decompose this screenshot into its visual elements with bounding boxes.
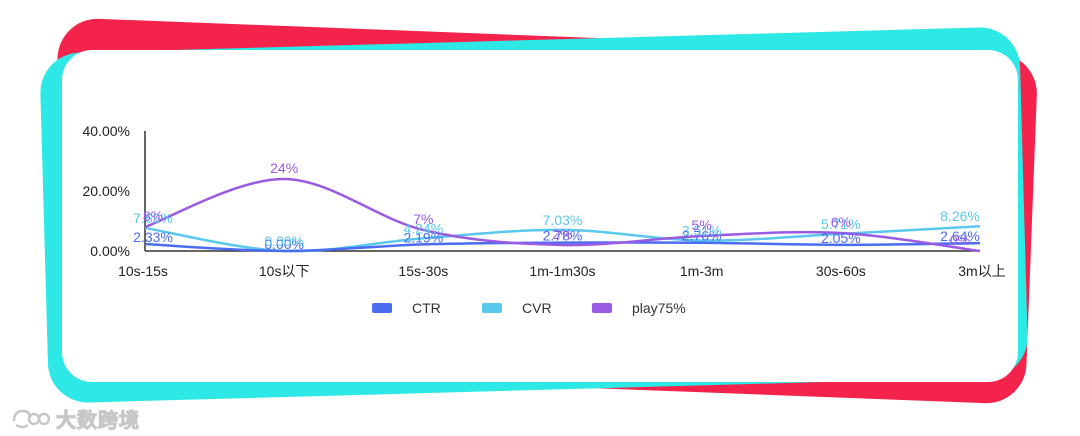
data-label-ctr: 2.05% bbox=[821, 230, 861, 246]
data-label-ctr: 2.19% bbox=[403, 229, 443, 245]
data-label-ctr: 2.76% bbox=[682, 228, 722, 244]
data-label-ctr: 2.33% bbox=[133, 229, 173, 245]
series-line-ctr bbox=[144, 241, 981, 253]
data-label-play75: 5% bbox=[692, 217, 712, 233]
legend-label-cvr: CVR bbox=[522, 300, 552, 316]
legend-swatch-ctr bbox=[372, 303, 392, 313]
data-label-play75: 7% bbox=[413, 211, 433, 227]
data-label-ctr: 2.64% bbox=[940, 228, 980, 244]
data-label-play75: 2% bbox=[552, 226, 572, 242]
data-label-ctr: 0.00% bbox=[264, 236, 304, 252]
data-label-play75: 24% bbox=[270, 160, 298, 176]
y-tick-label: 40.00% bbox=[83, 123, 130, 139]
y-tick-label: 0.00% bbox=[90, 243, 130, 259]
data-label-ctr: 2.78% bbox=[543, 228, 583, 244]
chart-data-labels: 2.33% 0.00% 2.19% 2.78% 2.76% 2.05% 2.64% 7.69%… bbox=[133, 160, 980, 252]
x-tick-label: 1m-3m bbox=[680, 263, 724, 279]
chart-legend: CTR CVR play75% bbox=[372, 300, 686, 316]
data-label-play75: 0% bbox=[950, 232, 970, 248]
data-label-cvr: 8.26% bbox=[940, 208, 980, 224]
watermark-logo-icon bbox=[12, 409, 50, 428]
legend-swatch-cvr bbox=[482, 303, 502, 313]
x-tick-label: 15s-30s bbox=[398, 263, 448, 279]
x-tick-label: 30s-60s bbox=[816, 263, 866, 279]
watermark: 大数跨境 bbox=[10, 404, 140, 433]
chart-axes: 0.00% 20.00% 40.00% 10s-15s 10s以下 15s-30s 1m-1… bbox=[83, 123, 1006, 279]
data-label-play75: 6% bbox=[831, 214, 851, 230]
y-tick-label: 20.00% bbox=[83, 183, 130, 199]
watermark-text: 大数跨境 bbox=[56, 408, 140, 433]
data-label-cvr: 7.03% bbox=[543, 212, 583, 228]
legend-swatch-play75 bbox=[592, 303, 612, 313]
x-tick-label: 10s以下 bbox=[259, 263, 310, 279]
data-label-cvr: 5.71% bbox=[821, 216, 861, 232]
data-label-cvr: 7.69% bbox=[133, 210, 173, 226]
legend-label-ctr: CTR bbox=[412, 300, 441, 316]
chart-series-lines bbox=[144, 177, 981, 253]
x-tick-label: 3m以上 bbox=[958, 263, 1005, 279]
series-line-play75 bbox=[144, 177, 981, 253]
x-tick-label: 10s-15s bbox=[118, 263, 168, 279]
x-tick-label: 1m-1m30s bbox=[529, 263, 595, 279]
data-label-cvr: 3.51% bbox=[682, 222, 722, 238]
data-label-cvr: 4.24% bbox=[403, 220, 443, 236]
legend-label-play75: play75% bbox=[632, 300, 686, 316]
data-label-cvr: 0.00% bbox=[264, 233, 304, 249]
data-label-play75: 8% bbox=[143, 208, 163, 224]
chart-card bbox=[62, 50, 1018, 382]
